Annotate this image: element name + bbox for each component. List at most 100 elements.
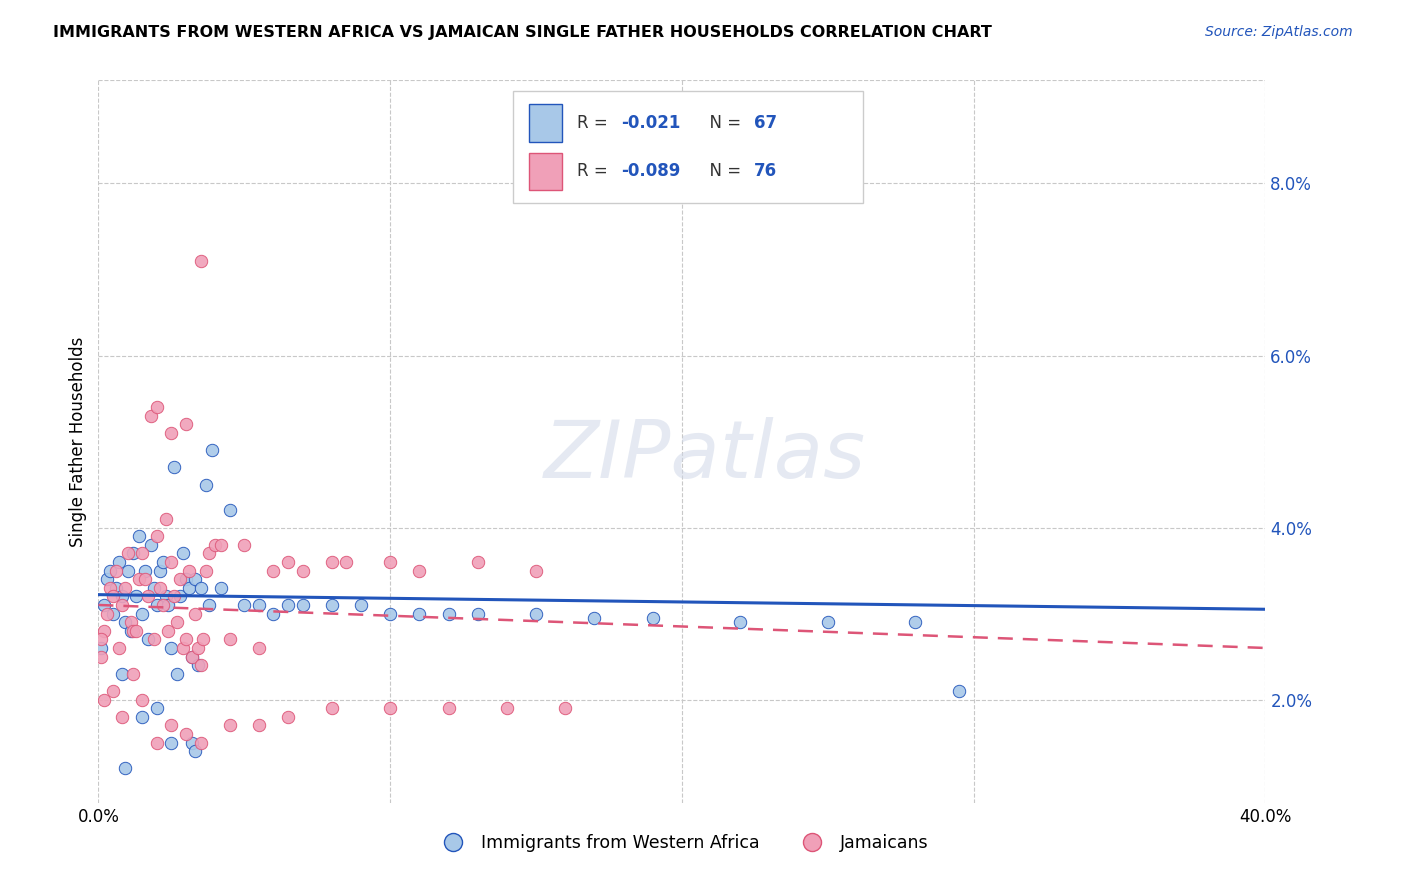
Point bbox=[122, 546, 145, 560]
Point bbox=[146, 598, 169, 612]
Point bbox=[177, 581, 200, 595]
Point bbox=[209, 581, 232, 595]
Point bbox=[524, 607, 547, 621]
Point bbox=[114, 615, 136, 630]
Legend: Immigrants from Western Africa, Jamaicans: Immigrants from Western Africa, Jamaican… bbox=[429, 827, 935, 859]
Point bbox=[134, 572, 156, 586]
Point bbox=[101, 684, 124, 698]
Point bbox=[163, 460, 186, 475]
Point bbox=[183, 744, 205, 758]
Point bbox=[136, 590, 159, 604]
Point bbox=[160, 735, 183, 749]
Point bbox=[187, 658, 209, 673]
Point bbox=[90, 632, 112, 647]
Point bbox=[904, 615, 927, 630]
Point bbox=[149, 581, 172, 595]
Point bbox=[198, 598, 221, 612]
Point bbox=[198, 546, 221, 560]
Text: R =: R = bbox=[576, 162, 613, 180]
Point bbox=[163, 590, 186, 604]
Point bbox=[96, 607, 118, 621]
Point bbox=[111, 598, 134, 612]
Point bbox=[247, 640, 270, 655]
Text: N =: N = bbox=[699, 162, 747, 180]
Point bbox=[201, 443, 224, 458]
Point bbox=[233, 538, 256, 552]
Point bbox=[157, 598, 180, 612]
Point bbox=[496, 701, 519, 715]
Point bbox=[204, 538, 226, 552]
Point bbox=[408, 607, 430, 621]
Point bbox=[321, 598, 343, 612]
Y-axis label: Single Father Households: Single Father Households bbox=[69, 336, 87, 547]
Point bbox=[174, 417, 197, 432]
Point bbox=[114, 761, 136, 775]
Point bbox=[263, 607, 285, 621]
Point bbox=[218, 503, 240, 517]
Point bbox=[146, 400, 169, 414]
Point bbox=[195, 477, 218, 491]
Point bbox=[174, 572, 197, 586]
Point bbox=[187, 640, 209, 655]
Point bbox=[380, 555, 402, 569]
Point bbox=[98, 581, 121, 595]
Point bbox=[247, 598, 270, 612]
Point bbox=[111, 710, 134, 724]
Point bbox=[128, 529, 150, 543]
Point bbox=[149, 564, 172, 578]
Point bbox=[180, 735, 202, 749]
Point bbox=[183, 607, 205, 621]
Point bbox=[111, 666, 134, 681]
FancyBboxPatch shape bbox=[513, 91, 863, 203]
Point bbox=[160, 718, 183, 732]
Point bbox=[730, 615, 752, 630]
Text: IMMIGRANTS FROM WESTERN AFRICA VS JAMAICAN SINGLE FATHER HOUSEHOLDS CORRELATION : IMMIGRANTS FROM WESTERN AFRICA VS JAMAIC… bbox=[53, 25, 993, 40]
Point bbox=[155, 590, 177, 604]
Point bbox=[277, 555, 299, 569]
Point bbox=[108, 555, 131, 569]
Point bbox=[641, 611, 664, 625]
Point bbox=[152, 555, 174, 569]
Point bbox=[117, 564, 139, 578]
Point bbox=[146, 735, 169, 749]
FancyBboxPatch shape bbox=[529, 104, 562, 142]
Point bbox=[101, 590, 124, 604]
Point bbox=[90, 640, 112, 655]
Point bbox=[180, 649, 202, 664]
Text: -0.021: -0.021 bbox=[621, 114, 681, 132]
Point bbox=[350, 598, 373, 612]
Point bbox=[152, 598, 174, 612]
Point bbox=[233, 598, 256, 612]
Point bbox=[321, 701, 343, 715]
Point bbox=[174, 727, 197, 741]
Point bbox=[157, 624, 180, 638]
Point bbox=[467, 607, 489, 621]
Point bbox=[160, 555, 183, 569]
Point bbox=[437, 701, 460, 715]
Point bbox=[122, 624, 145, 638]
Point bbox=[177, 564, 200, 578]
Point bbox=[134, 564, 156, 578]
Point bbox=[190, 735, 212, 749]
FancyBboxPatch shape bbox=[529, 153, 562, 190]
Text: Source: ZipAtlas.com: Source: ZipAtlas.com bbox=[1205, 25, 1353, 39]
Point bbox=[155, 512, 177, 526]
Point bbox=[380, 701, 402, 715]
Point bbox=[131, 710, 153, 724]
Text: R =: R = bbox=[576, 114, 613, 132]
Point bbox=[120, 615, 142, 630]
Point bbox=[583, 611, 606, 625]
Point bbox=[169, 572, 191, 586]
Point bbox=[166, 666, 188, 681]
Point bbox=[125, 624, 148, 638]
Point bbox=[166, 615, 188, 630]
Point bbox=[142, 632, 165, 647]
Point bbox=[218, 632, 240, 647]
Point bbox=[174, 632, 197, 647]
Point bbox=[183, 572, 205, 586]
Point bbox=[122, 666, 145, 681]
Point bbox=[335, 555, 357, 569]
Point bbox=[218, 718, 240, 732]
Point bbox=[172, 640, 194, 655]
Point bbox=[190, 253, 212, 268]
